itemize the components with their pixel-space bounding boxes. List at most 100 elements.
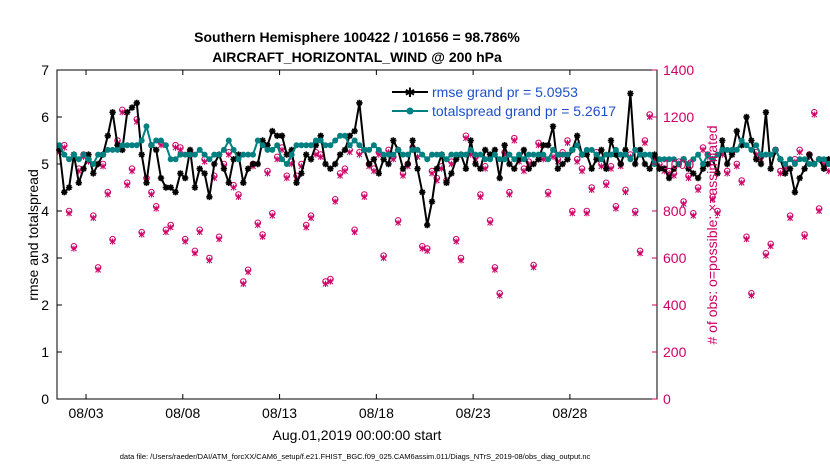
assimilated-point-93: [506, 191, 513, 198]
totalspread-point-102: [550, 146, 556, 153]
rmse-point-139: [728, 151, 736, 158]
assimilated-point-101: [545, 191, 552, 198]
rmse-point-87: [477, 165, 484, 172]
totalspread-point-58: [337, 132, 344, 139]
rmse-point-25: [177, 170, 184, 177]
rmse-point-46: [278, 132, 286, 139]
assimilated-point-15: [129, 168, 135, 175]
assimilated-point-62: [356, 151, 363, 158]
rmse-point-29: [196, 165, 203, 172]
totalspread-point-73: [409, 146, 416, 153]
assimilated-point-57: [332, 198, 339, 205]
totalspread-point-132: [695, 151, 702, 158]
totalspread-point-103: [554, 151, 561, 158]
rmse-point-26: [182, 174, 189, 182]
assimilated-point-38: [240, 280, 247, 287]
totalspread-point-82: [453, 151, 460, 158]
rmse-point-95: [515, 156, 523, 163]
rmse-point-32: [211, 160, 218, 168]
legend: ✱ rmse grand pr = 5.0953 totalspread gra…: [392, 84, 616, 119]
rmse-point-8: [94, 160, 102, 168]
rmse-point-138: [724, 160, 731, 168]
rmse-point-151: [786, 165, 794, 172]
assimilated-point-156: [811, 111, 818, 118]
rmse-point-23: [167, 184, 174, 191]
rmse-point-4: [75, 179, 82, 186]
totalspread-point-66: [375, 146, 382, 153]
rmse-point-103: [554, 165, 561, 172]
x-tick-label-5: 08/28: [552, 405, 587, 421]
totalspread-point-122: [646, 151, 653, 158]
rmse-point-109: [583, 151, 590, 158]
rmse-point-41: [254, 160, 261, 168]
rmse-point-125: [661, 165, 668, 172]
totalspread-point-61: [351, 137, 358, 144]
totalspread-point-98: [530, 151, 537, 158]
y2-tick-label-1: 200: [663, 344, 687, 360]
rmse-point-75: [419, 189, 426, 196]
rmse-point-68: [385, 160, 392, 168]
x-tick-label-0: 08/03: [69, 405, 104, 421]
totalspread-point-42: [259, 142, 266, 149]
rmse-point-72: [404, 160, 411, 168]
rmse-point-77: [428, 198, 436, 205]
totalspread-point-86: [472, 151, 479, 158]
rmse-point-100: [540, 142, 547, 149]
assimilated-point-135: [709, 196, 716, 203]
totalspread-point-138: [724, 146, 731, 153]
totalspread-point-64: [366, 146, 373, 153]
totalspread-point-149: [777, 156, 784, 163]
totalspread-point-26: [182, 151, 189, 158]
totalspread-point-14: [124, 142, 131, 149]
rmse-point-22: [162, 184, 170, 191]
totalspread-point-99: [535, 151, 542, 158]
totalspread-point-48: [288, 151, 295, 158]
x-axis-label: Aug.01,2019 00:00:00 start: [273, 427, 442, 443]
rmse-point-45: [274, 132, 281, 139]
totalspread-point-120: [637, 151, 644, 158]
assimilated-point-61: [351, 229, 358, 236]
totalspread-point-114: [608, 151, 614, 158]
totalspread-point-113: [603, 151, 610, 158]
rmse-point-99: [535, 156, 542, 163]
assimilated-point-98: [530, 264, 537, 271]
rmse-point-123: [651, 151, 658, 158]
totalspread-point-100: [540, 151, 547, 158]
rmse-point-147: [767, 165, 774, 172]
assimilated-point-10: [104, 191, 111, 198]
assimilated-point-3: [70, 245, 77, 252]
assimilated-point-75: [419, 245, 426, 252]
totalspread-point-115: [612, 146, 619, 153]
totalspread-point-106: [569, 146, 576, 153]
legend-rmse-label: rmse grand pr = 5.0953: [432, 84, 578, 100]
rmse-point-115: [612, 151, 620, 158]
assimilated-point-28: [191, 250, 198, 257]
rmse-point-124: [656, 165, 663, 172]
totalspread-point-41: [254, 137, 261, 144]
assimilated-point-90: [491, 266, 498, 273]
x-tick-label-4: 08/23: [456, 405, 491, 421]
assimilated-point-120: [637, 250, 644, 257]
rmse-point-81: [448, 170, 455, 177]
rmse-point-126: [665, 174, 673, 182]
rmse-point-105: [564, 156, 571, 163]
totalspread-point-55: [322, 142, 329, 149]
assimilated-point-94: [511, 137, 518, 144]
totalspread-point-36: [230, 146, 237, 153]
rmse-point-43: [264, 142, 271, 149]
rmse-point-102: [549, 123, 557, 130]
rmse-point-141: [738, 142, 745, 149]
assimilated-point-143: [748, 292, 755, 299]
rmse-point-50: [298, 170, 305, 177]
totalspread-point-70: [395, 146, 402, 153]
rmse-point-14: [124, 109, 131, 116]
totalspread-point-25: [177, 151, 184, 158]
totalspread-point-83: [458, 151, 464, 158]
assimilated-point-153: [796, 149, 803, 156]
rmse-point-24: [172, 189, 179, 196]
y-tick-label-3: 3: [41, 250, 49, 266]
y-tick-label-7: 7: [41, 62, 49, 78]
rmse-point-107: [574, 132, 581, 139]
assimilated-point-31: [206, 257, 213, 264]
